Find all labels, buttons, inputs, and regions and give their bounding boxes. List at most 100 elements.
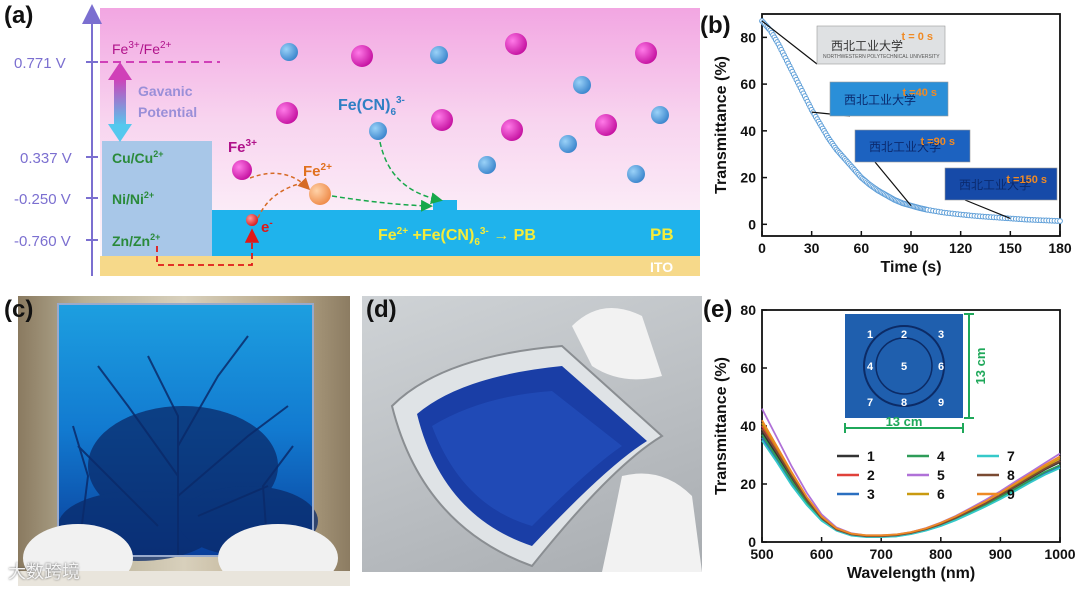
legend-label: 9 bbox=[1007, 486, 1015, 502]
legend-label: 2 bbox=[867, 467, 875, 483]
inset-logo-ring bbox=[863, 325, 945, 407]
inset-position-number: 2 bbox=[901, 329, 907, 341]
y-tick-label: 80 bbox=[740, 29, 756, 45]
x-tick-label: 900 bbox=[989, 546, 1013, 562]
x-tick-label: 600 bbox=[810, 546, 834, 562]
pb-film bbox=[212, 210, 700, 256]
electron-transfer-arrow bbox=[257, 181, 307, 219]
x-tick-label: 90 bbox=[903, 240, 919, 256]
inset-position-number: 3 bbox=[938, 329, 944, 341]
y-axis-label: Transmittance (%) bbox=[713, 56, 730, 194]
panel-label-b: (b) bbox=[700, 12, 731, 39]
inset-position-number: 5 bbox=[901, 361, 907, 373]
legend-label: 6 bbox=[937, 486, 945, 502]
inset-caption: 西北工业大学 bbox=[959, 177, 1031, 192]
dimension-label-horizontal: 13 cm bbox=[886, 414, 923, 429]
y-tick-label: 0 bbox=[748, 216, 756, 232]
fe2-deposit-arrow bbox=[331, 195, 433, 212]
potential-label: 0.771 V bbox=[14, 55, 66, 72]
couple-label-zn: Zn/Zn2+ bbox=[112, 232, 160, 249]
inset-position-number: 4 bbox=[867, 361, 874, 373]
pb-label: PB bbox=[650, 225, 674, 244]
annotation-leader bbox=[761, 20, 818, 65]
window-photo bbox=[18, 296, 350, 586]
metal-electrode bbox=[102, 141, 212, 256]
annotation-leader bbox=[964, 199, 1011, 220]
time-annotation: t = 0 s bbox=[902, 31, 934, 43]
electron-label: e- bbox=[261, 218, 273, 236]
x-tick-label: 700 bbox=[870, 546, 894, 562]
panel-label-e: (e) bbox=[703, 296, 733, 323]
y-tick-label: 60 bbox=[740, 360, 756, 376]
inset-logo-ring bbox=[875, 337, 933, 395]
fe3-label: Fe3+ bbox=[228, 138, 257, 156]
time-annotation: t =90 s bbox=[920, 136, 955, 148]
inset-caption: 西北工业大学 bbox=[844, 92, 916, 107]
spectrum-line-6 bbox=[761, 422, 1061, 537]
legend-label: 4 bbox=[937, 448, 945, 464]
fe2-ion bbox=[309, 183, 331, 205]
spectrum-line-7 bbox=[761, 439, 1061, 538]
couple-label-cu: Cu/Cu2+ bbox=[112, 149, 163, 166]
time-annotation: t =150 s bbox=[1006, 174, 1047, 186]
potential-label: -0.760 V bbox=[14, 233, 71, 250]
x-tick-label: 150 bbox=[999, 240, 1023, 256]
transmittance-time-chart: 0 30 60 90 120 150 180 0 20 40 60 80 Time (s) Transmi… bbox=[713, 13, 1072, 276]
x-tick-label: 800 bbox=[929, 546, 953, 562]
fe2-label: Fe2+ bbox=[303, 162, 332, 180]
data-point bbox=[1057, 218, 1063, 224]
dimension-label-vertical: 13 cm bbox=[973, 348, 988, 385]
pb-nucleus bbox=[433, 200, 457, 210]
potential-label: 0.337 V bbox=[20, 150, 72, 167]
ferricyanide-label: Fe(CN)63- bbox=[338, 95, 405, 118]
fe-couple-label: Fe3+/Fe2+ bbox=[112, 40, 172, 57]
y-tick-label: 0 bbox=[748, 534, 756, 550]
x-tick-label: 1000 bbox=[1044, 546, 1075, 562]
inset-subcaption: NORTHWESTERN POLYTECHNICAL UNIVERSITY bbox=[823, 54, 940, 60]
watermark: 大数跨境 bbox=[8, 562, 80, 583]
y-tick-label: 40 bbox=[740, 123, 756, 139]
y-tick-label: 80 bbox=[740, 302, 756, 318]
inset-position-number: 7 bbox=[867, 397, 873, 409]
legend-label: 1 bbox=[867, 448, 875, 464]
galvanic-arrow bbox=[108, 62, 132, 142]
inset-position-number: 9 bbox=[938, 397, 944, 409]
inset-caption: 西北工业大学 bbox=[831, 38, 903, 53]
x-tick-label: 180 bbox=[1048, 240, 1072, 256]
legend-label: 5 bbox=[937, 467, 945, 483]
transmittance-wavelength-chart: 500 600 700 800 900 1000 0 20 40 60 80 Wavelength (… bbox=[713, 302, 1076, 582]
potential-ticks: 0.771 V 0.337 V -0.250 V -0.760 V bbox=[14, 55, 98, 250]
time-annotation: t =40 s bbox=[902, 87, 937, 99]
inset-position-number: 8 bbox=[901, 397, 907, 409]
flexible-film-photo bbox=[362, 296, 702, 572]
x-tick-label: 120 bbox=[949, 240, 973, 256]
legend-label: 7 bbox=[1007, 448, 1015, 464]
panel-label-d: (d) bbox=[366, 296, 397, 323]
galvanic-diagram: ITO PB 0.771 V 0.337 V -0.250 V -0.760 V… bbox=[14, 4, 700, 276]
legend-label: 8 bbox=[1007, 467, 1015, 483]
annotation-leader bbox=[874, 161, 912, 207]
ion-spheres bbox=[276, 33, 669, 183]
x-tick-label: 30 bbox=[804, 240, 820, 256]
reduction-arrow bbox=[249, 172, 311, 191]
panel-label-c: (c) bbox=[4, 296, 34, 323]
inset-position-number: 6 bbox=[938, 361, 944, 373]
potential-label: -0.250 V bbox=[14, 191, 71, 208]
reaction-equation: Fe2+ +Fe(CN)63- → PB bbox=[378, 226, 536, 248]
x-tick-label: 60 bbox=[854, 240, 870, 256]
spectrum-line-9 bbox=[761, 419, 1061, 537]
couple-label-ni: Ni/Ni2+ bbox=[112, 190, 154, 207]
x-axis-label: Time (s) bbox=[880, 259, 941, 276]
legend-label: 3 bbox=[867, 486, 875, 502]
ito-layer bbox=[100, 256, 700, 276]
photo-scene bbox=[18, 303, 350, 586]
x-axis-label: Wavelength (nm) bbox=[847, 565, 975, 582]
inset-photo bbox=[854, 129, 971, 163]
galvanic-label-line2: Potential bbox=[138, 104, 197, 120]
y-axis-label: Transmittance (%) bbox=[713, 357, 730, 495]
inset-photo bbox=[816, 25, 946, 65]
inset-caption: 西北工业大学 bbox=[869, 139, 941, 154]
y-tick-label: 20 bbox=[740, 476, 756, 492]
galvanic-label-line1: Gavanic bbox=[138, 83, 193, 99]
inset-photo bbox=[944, 167, 1058, 201]
